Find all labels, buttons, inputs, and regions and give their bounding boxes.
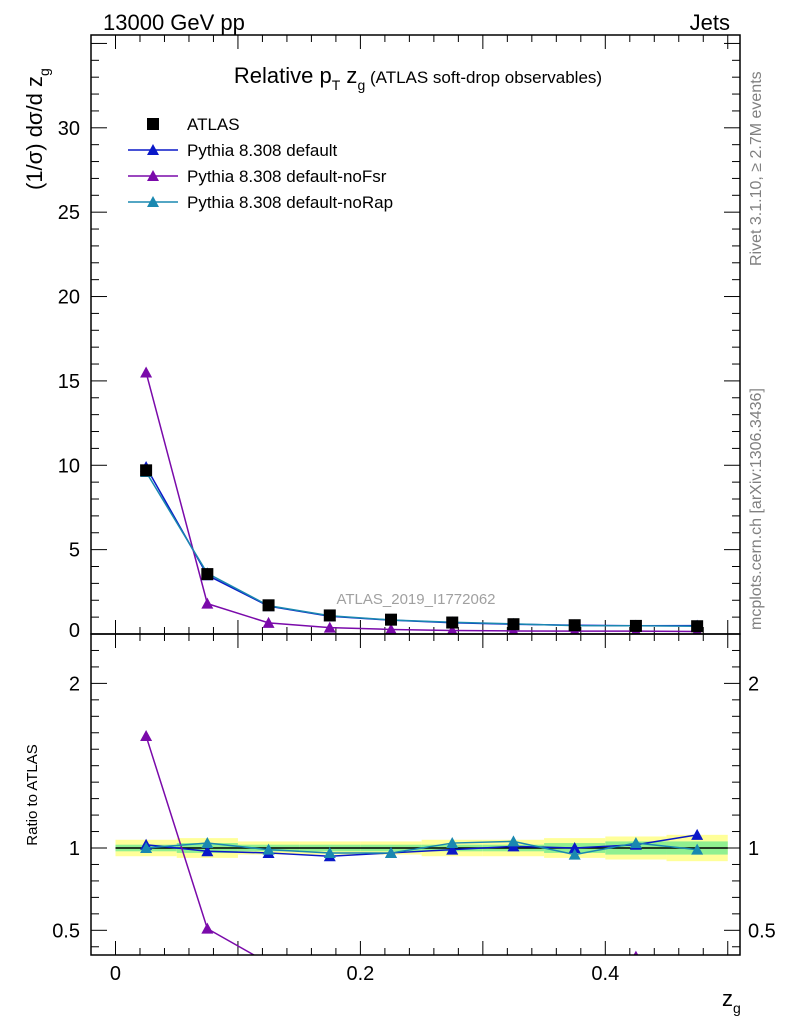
main-series-group bbox=[140, 366, 704, 634]
main-point bbox=[262, 616, 275, 628]
ratio-point bbox=[568, 848, 581, 860]
data-point bbox=[507, 618, 520, 631]
ratio-point bbox=[691, 843, 704, 855]
main-y-axis-label-main: (1/σ) dσ/d z bbox=[22, 76, 47, 190]
x-tick-label: 0.2 bbox=[346, 963, 374, 985]
main-y-tick-label-zero: 0 bbox=[69, 620, 80, 642]
plot-title: Relative pT zg (ATLAS soft-drop observab… bbox=[234, 63, 602, 93]
ratio-point bbox=[569, 956, 581, 967]
x-tick-label: 0 bbox=[110, 963, 121, 985]
main-tick-labels: 5 10 15 20 25 30 0 bbox=[58, 118, 80, 642]
ratio-point bbox=[201, 922, 214, 934]
main-y-tick-label: 25 bbox=[58, 202, 80, 224]
data-point bbox=[691, 620, 704, 633]
ratio-point bbox=[201, 845, 214, 857]
main-y-tick-label: 20 bbox=[58, 287, 80, 309]
legend: ATLAS Pythia 8.308 default Pythia 8.308 de… bbox=[128, 115, 393, 212]
main-axis-ticks bbox=[91, 35, 740, 635]
ratio-y-axis-label: Ratio to ATLAS bbox=[24, 744, 41, 845]
main-y-tick-label: 5 bbox=[69, 540, 80, 562]
main-point bbox=[140, 366, 153, 378]
header-process-label: Jets bbox=[690, 10, 730, 35]
ratio-point bbox=[140, 730, 153, 742]
ratio-series-group bbox=[140, 730, 704, 973]
ratio-series-line bbox=[146, 840, 698, 856]
ratio-point bbox=[507, 835, 520, 847]
data-point bbox=[201, 568, 214, 581]
legend-marker-triangle bbox=[147, 170, 159, 181]
ratio-point bbox=[507, 959, 519, 970]
ratio-y-tick-label-right: 2 bbox=[748, 673, 759, 695]
ratio-point bbox=[201, 837, 214, 849]
legend-label: ATLAS bbox=[187, 115, 240, 134]
ratio-y-tick-label-right: 0.5 bbox=[748, 920, 776, 942]
main-point bbox=[385, 623, 397, 634]
ratio-point bbox=[446, 961, 458, 972]
ratio-point bbox=[691, 957, 703, 968]
ratio-y-tick-label: 0.5 bbox=[52, 920, 80, 942]
data-point bbox=[629, 619, 642, 632]
x-axis-label-main: z bbox=[722, 986, 733, 1011]
ratio-point bbox=[568, 842, 581, 853]
main-series-line bbox=[145, 372, 698, 633]
title-sub-g: g bbox=[357, 77, 365, 93]
ratio-point bbox=[324, 961, 336, 972]
ratio-y-tick-label: 2 bbox=[69, 673, 80, 695]
ratio-tick-labels: 0 0.2 0.4 0.5 0.5 1 1 2 2 bbox=[52, 673, 776, 985]
data-point bbox=[262, 599, 275, 612]
data-point bbox=[140, 464, 153, 477]
main-series-line bbox=[145, 471, 698, 627]
ratio-series-line bbox=[145, 735, 256, 955]
title-suffix: (ATLAS soft-drop observables) bbox=[365, 68, 602, 87]
data-point bbox=[385, 613, 398, 626]
header-energy-label: 13000 GeV pp bbox=[103, 10, 245, 35]
x-tick-label: 0.4 bbox=[591, 963, 619, 985]
ratio-point bbox=[140, 842, 153, 853]
main-y-tick-label: 10 bbox=[58, 455, 80, 477]
ratio-point bbox=[323, 846, 336, 858]
data-point bbox=[446, 616, 459, 629]
ratio-point bbox=[446, 837, 459, 849]
data-point bbox=[323, 609, 336, 622]
ratio-point bbox=[385, 962, 397, 973]
ratio-point bbox=[691, 828, 704, 840]
x-axis-label-sub: g bbox=[733, 1000, 741, 1016]
data-point bbox=[568, 619, 581, 632]
ratio-axis-ticks bbox=[91, 634, 740, 955]
title-mid: z bbox=[340, 63, 357, 88]
ratio-point bbox=[263, 957, 275, 968]
legend-marker-triangle bbox=[147, 196, 159, 207]
ratio-point bbox=[385, 846, 398, 858]
main-y-axis-label: (1/σ) dσ/d zg bbox=[22, 68, 52, 190]
ratio-y-tick-label-right: 1 bbox=[748, 838, 759, 860]
ratio-panel: 0 0.2 0.4 0.5 0.5 1 1 2 2 bbox=[52, 633, 776, 985]
analysis-label: ATLAS_2019_I1772062 bbox=[336, 591, 495, 608]
ratio-point bbox=[629, 837, 642, 849]
title-prefix: Relative p bbox=[234, 63, 332, 88]
ratio-panel-frame bbox=[90, 633, 741, 956]
legend-marker-square bbox=[147, 118, 159, 130]
ratio-point bbox=[446, 843, 459, 855]
mcplots-label: mcplots.cern.ch [arXiv:1306.3436] bbox=[748, 388, 765, 630]
main-panel: 5 10 15 20 25 30 0 bbox=[58, 34, 741, 642]
x-axis-label: zg bbox=[722, 986, 741, 1016]
main-y-tick-label: 30 bbox=[58, 118, 80, 140]
ratio-series-line bbox=[146, 834, 698, 857]
main-y-tick-label: 15 bbox=[58, 371, 80, 393]
main-point bbox=[323, 621, 336, 633]
legend-label: Pythia 8.308 default-noFsr bbox=[187, 167, 387, 186]
main-point bbox=[201, 597, 214, 609]
legend-label: Pythia 8.308 default bbox=[187, 141, 338, 160]
ratio-point bbox=[633, 950, 639, 955]
legend-label: Pythia 8.308 default-noRap bbox=[187, 193, 393, 212]
rivet-version-label: Rivet 3.1.10, ≥ 2.7M events bbox=[748, 71, 765, 266]
legend-marker-triangle bbox=[147, 144, 159, 155]
ratio-y-tick-label: 1 bbox=[69, 838, 80, 860]
main-point bbox=[447, 624, 458, 634]
title-sub-t: T bbox=[332, 77, 341, 93]
ratio-point bbox=[262, 843, 275, 855]
main-y-axis-label-sub: g bbox=[36, 68, 52, 76]
